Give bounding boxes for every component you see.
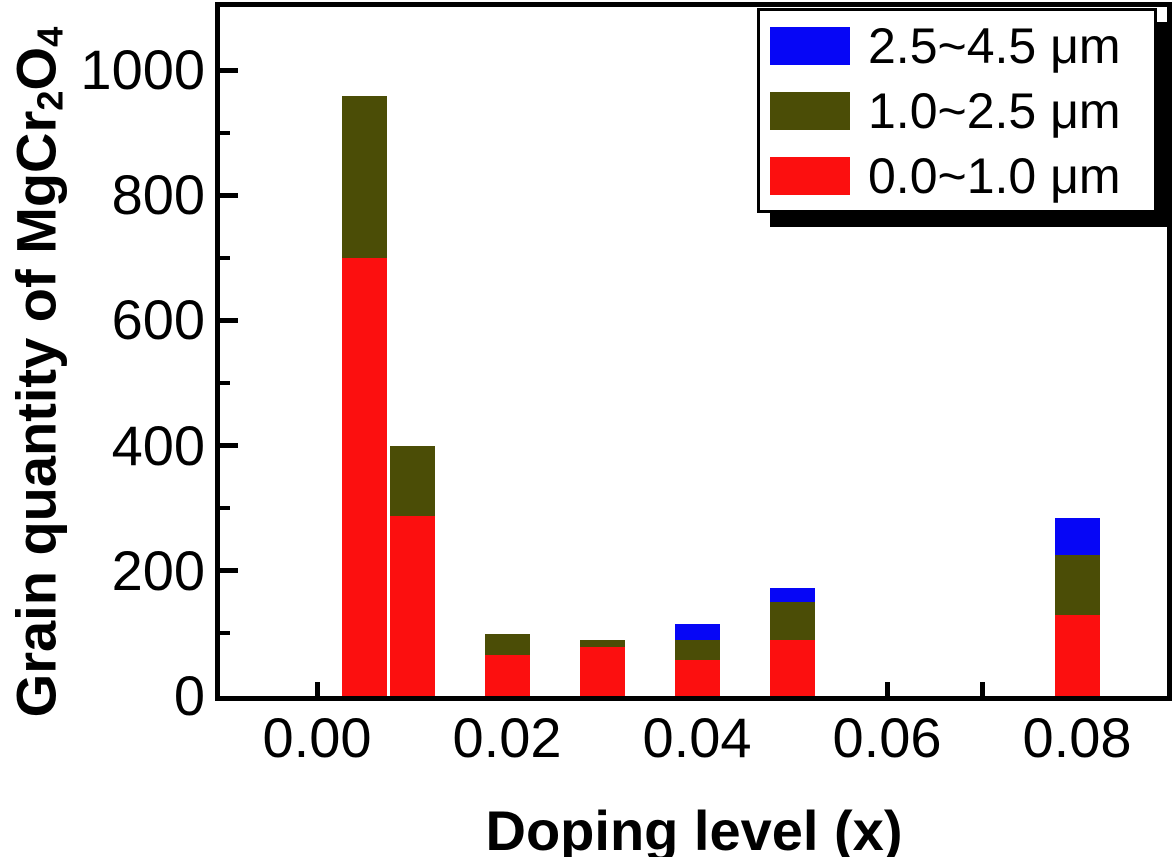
- bar-segment: [769, 602, 815, 640]
- bar-segment: [674, 624, 720, 640]
- bar-segment: [484, 655, 530, 696]
- x-axis-title: Doping level (x): [485, 799, 903, 857]
- x-axis-tick: [979, 682, 985, 696]
- x-axis-tick-label: 0.04: [642, 706, 752, 769]
- x-axis-tick: [314, 682, 320, 696]
- y-axis-major-tick: [220, 568, 238, 574]
- bar-segment: [579, 647, 625, 696]
- blue-swatch-icon: [770, 26, 850, 65]
- y-axis-major-tick: [220, 443, 238, 449]
- legend-item-label: 2.5~4.5 μm: [868, 17, 1121, 74]
- bar-segment: [769, 639, 815, 696]
- bar-segment: [579, 639, 625, 648]
- y-axis-tick-label: 400: [111, 413, 205, 477]
- bar-segment: [342, 257, 387, 696]
- x-axis-tick: [884, 682, 890, 696]
- bar-segment: [1054, 614, 1100, 696]
- y-axis-major-tick: [220, 67, 238, 73]
- plot-inner-area: [220, 7, 1167, 696]
- y-axis-tick-label: 600: [111, 288, 205, 352]
- x-axis-tick-label: 0.06: [832, 706, 942, 769]
- olive-swatch-icon: [770, 91, 850, 130]
- bar-segment: [389, 515, 435, 696]
- y-axis-major-tick: [220, 317, 238, 323]
- y-axis-minor-tick: [220, 130, 230, 135]
- bar-segment: [484, 634, 530, 656]
- y-axis-minor-tick: [220, 255, 230, 260]
- red-swatch-icon: [770, 156, 850, 195]
- legend-item-label: 1.0~2.5 μm: [868, 82, 1121, 139]
- y-axis-minor-tick: [220, 506, 230, 511]
- bar-segment: [674, 659, 720, 696]
- y-axis-tick-label: 1000: [80, 38, 205, 101]
- y-axis-tick-label: 0: [173, 664, 205, 727]
- legend: 2.5~4.5 μm 1.0~2.5 μm 0.0~1.0 μm: [757, 8, 1157, 213]
- y-axis-minor-tick: [220, 631, 230, 636]
- bar-segment: [674, 639, 720, 660]
- bar-segment: [769, 587, 815, 603]
- x-axis-tick-label: 0.08: [1022, 706, 1132, 769]
- y-axis-tick-label: 200: [111, 538, 205, 602]
- y-axis-title: Grain quantity of MgCr2O4: [4, 27, 71, 718]
- bar-segment: [342, 96, 387, 258]
- bar-segment: [1054, 555, 1100, 615]
- bar-segment: [1054, 517, 1100, 556]
- y-axis-minor-tick: [220, 381, 230, 385]
- legend-item: 0.0~1.0 μm: [760, 143, 1154, 208]
- legend-item-label: 0.0~1.0 μm: [868, 147, 1121, 204]
- y-axis-major-tick: [220, 192, 238, 198]
- y-axis-tick-label: 800: [111, 163, 205, 227]
- x-axis-tick-label: 0.02: [452, 706, 562, 769]
- x-axis-tick-label: 0.00: [262, 706, 372, 769]
- legend-item: 1.0~2.5 μm: [760, 78, 1154, 143]
- legend-item: 2.5~4.5 μm: [760, 13, 1154, 78]
- bar-segment: [389, 445, 435, 516]
